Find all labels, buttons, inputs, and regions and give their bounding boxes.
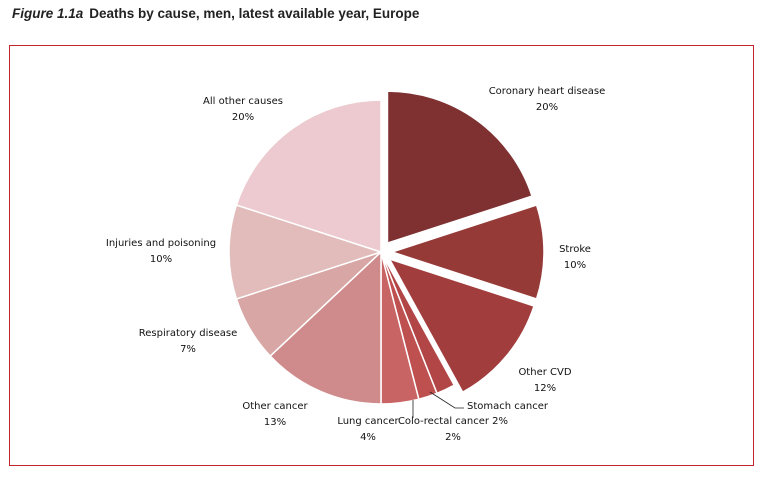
figure-number: Figure 1.1a — [12, 6, 84, 21]
chart-frame — [9, 45, 754, 466]
slice-label-stroke: Stroke — [559, 244, 591, 255]
pie-slice-all-other-causes — [235, 99, 382, 254]
slice-value-other-cvd: 12% — [534, 383, 556, 394]
pie-slice-injuries-and-poisoning — [228, 204, 384, 300]
slice-label-lung-cancer: Lung cancer — [337, 416, 399, 427]
slice-value-lung-cancer: 4% — [360, 432, 376, 443]
leader-line — [429, 391, 464, 409]
slice-value-other-cancer: 13% — [264, 417, 286, 428]
slice-label-colo-rectal-cancer-2: Colo-rectal cancer 2% — [398, 416, 508, 427]
slice-label-respiratory-disease: Respiratory disease — [139, 328, 237, 339]
pie-slice-stroke — [389, 204, 545, 300]
figure-title-text: Deaths by cause, men, latest available y… — [89, 6, 420, 21]
slice-label-all-other-causes: All other causes — [203, 96, 283, 107]
slice-label-coronary-heart-disease: Coronary heart disease — [489, 86, 606, 97]
slice-value-coronary-heart-disease: 20% — [536, 102, 558, 113]
figure-title: Figure 1.1a Deaths by cause, men, latest … — [12, 6, 419, 21]
slice-value-colo-rectal-cancer-2: 2% — [445, 432, 461, 443]
slice-label-other-cvd: Other CVD — [518, 367, 571, 378]
slice-value-injuries-and-poisoning: 10% — [150, 254, 172, 265]
pie-slice-coronary-heart-disease — [386, 90, 533, 245]
slice-value-stroke: 10% — [564, 260, 586, 271]
pie-slice-other-cvd — [387, 257, 535, 394]
slice-value-all-other-causes: 20% — [232, 112, 254, 123]
slice-label-stomach-cancer: Stomach cancer — [467, 401, 549, 412]
slice-label-injuries-and-poisoning: Injuries and poisoning — [106, 238, 216, 249]
pie-slice-other-cancer — [269, 250, 382, 405]
slice-value-respiratory-disease: 7% — [180, 344, 196, 355]
slice-label-other-cancer: Other cancer — [242, 401, 308, 412]
